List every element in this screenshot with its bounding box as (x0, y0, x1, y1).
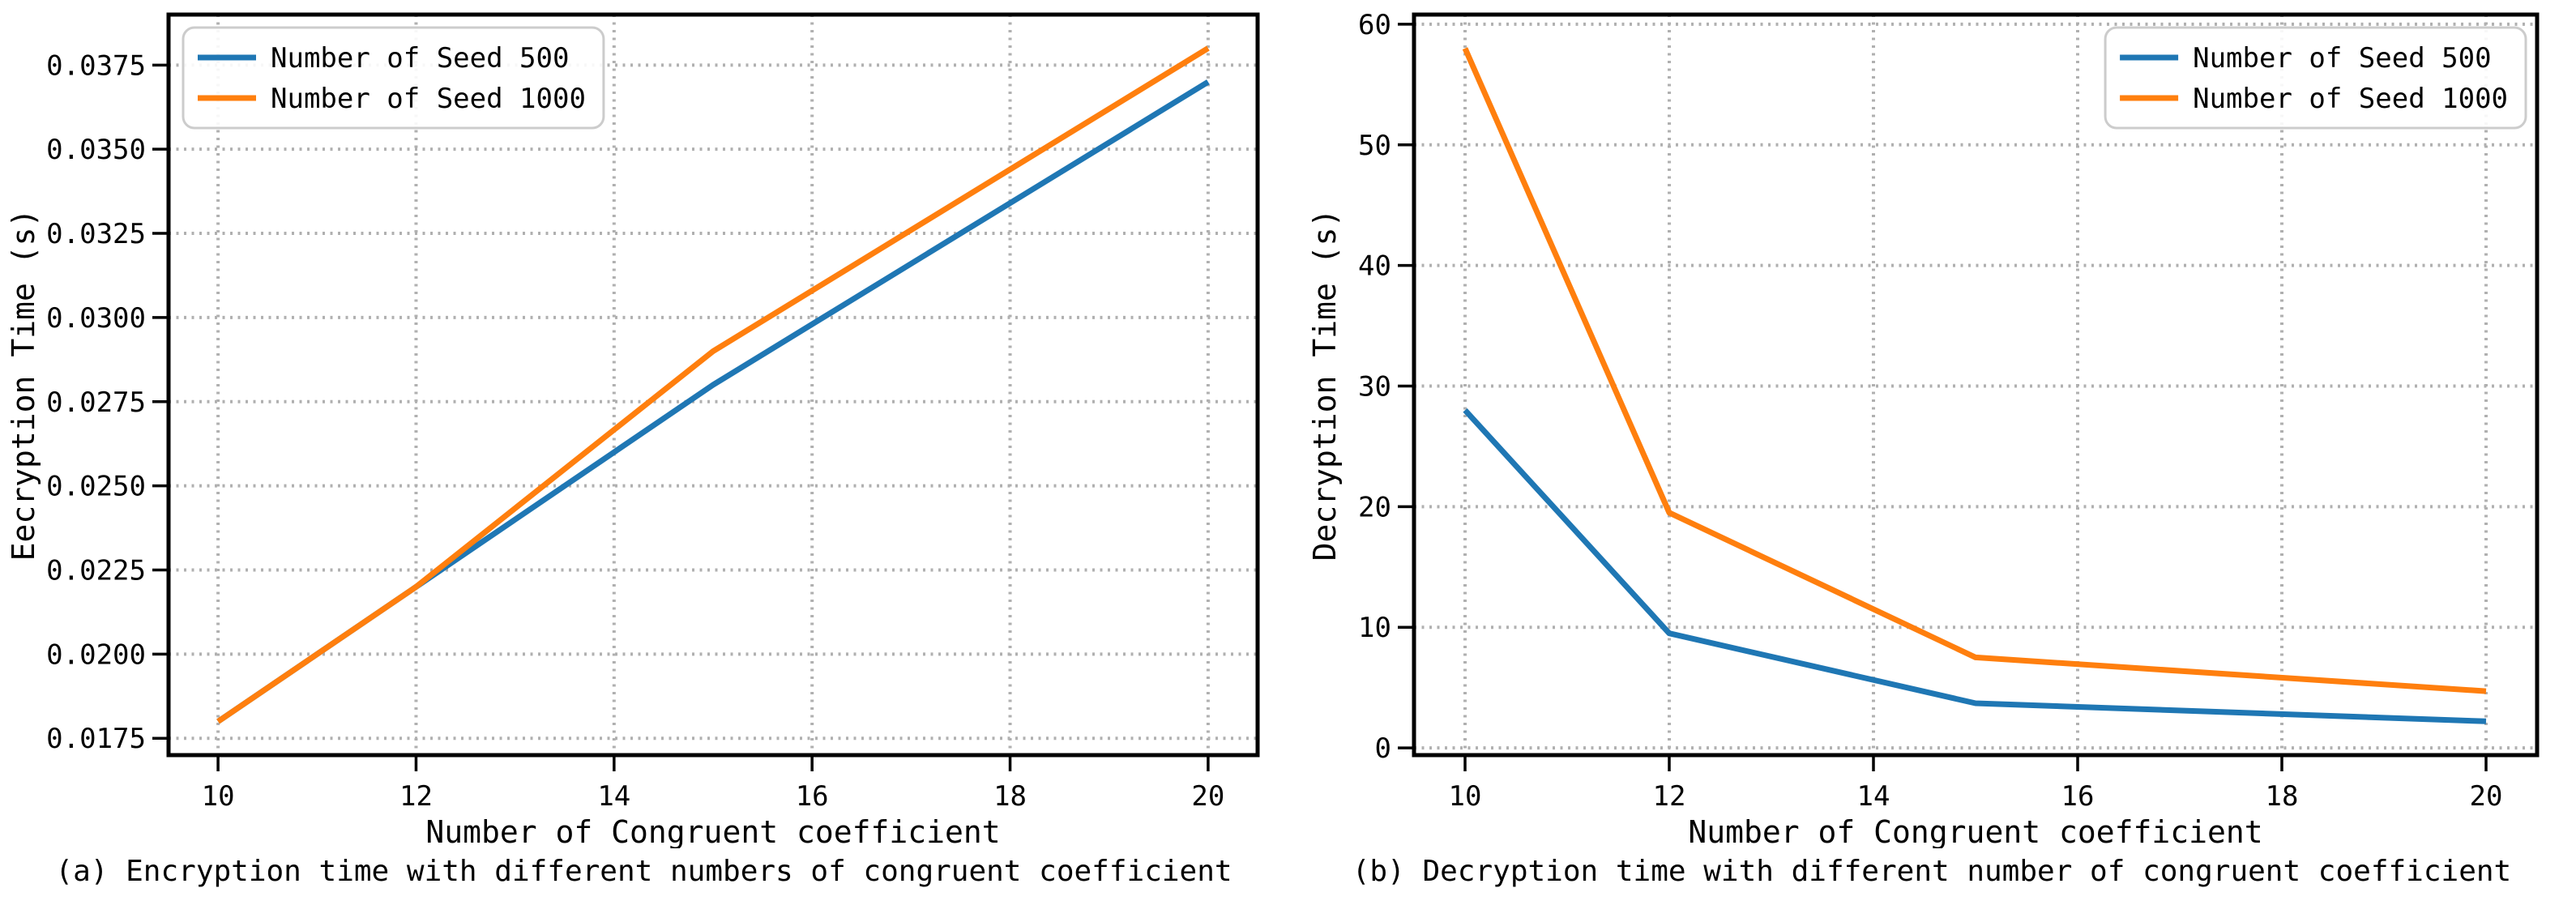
x-tick-label: 20 (1191, 780, 1224, 813)
series-line (1462, 408, 2486, 724)
plot-border (1412, 12, 2539, 758)
y-tick-label: 40 (1358, 250, 1391, 283)
tick-labels: 10 12 14 16 18 20 0 10 20 30 40 50 60 (1358, 9, 2502, 813)
y-tick-label: 0.0350 (46, 134, 146, 166)
legend-label: Number of Seed 500 (271, 42, 569, 75)
y-tick-label: 0.0300 (46, 302, 146, 335)
plot-border (166, 12, 1260, 758)
caption-b: (b) Decryption time with different numbe… (1352, 855, 2512, 888)
series-line (1462, 47, 2486, 694)
series-line (216, 45, 1210, 724)
y-tick-label: 20 (1358, 491, 1391, 523)
y-tick-label: 0.0375 (46, 49, 146, 82)
y-tick-label: 50 (1358, 130, 1391, 162)
x-tick-label: 10 (1448, 780, 1481, 813)
y-tick-label: 0.0200 (46, 638, 146, 671)
tick-marks (152, 63, 1210, 771)
x-tick-label: 14 (1856, 780, 1890, 813)
x-tick-label: 12 (1652, 780, 1685, 813)
encryption-figure: 10 12 14 16 18 20 0.0175 0.0200 0.0225 0.0250 0.02… (6, 12, 1260, 888)
x-tick-label: 12 (399, 780, 433, 813)
tick-labels: 10 12 14 16 18 20 0.0175 0.0200 0.0225 0.0250 0.02… (46, 49, 1224, 813)
gridlines (169, 15, 1258, 755)
y-tick-label: 60 (1358, 9, 1391, 41)
x-tick-label: 14 (597, 780, 630, 813)
y-tick-label: 0.0325 (46, 218, 146, 250)
decryption-chart: 10 12 14 16 18 20 0 10 20 30 40 50 60 Number of Congr… (1307, 9, 2539, 848)
x-tick-label: 16 (2061, 780, 2094, 813)
x-tick-label: 18 (993, 780, 1027, 813)
y-tick-label: 10 (1358, 612, 1391, 644)
y-axis-label: Decryption Time (s) (1307, 209, 1343, 561)
decryption-figure: 10 12 14 16 18 20 0 10 20 30 40 50 60 Number of Congr… (1288, 0, 2576, 905)
y-axis-label: Eecryption Time (s) (6, 209, 41, 561)
caption-a: (a) Encryption time with different numbe… (55, 855, 1232, 888)
legend-label: Number of Seed 1000 (271, 83, 586, 115)
y-tick-label: 0.0250 (46, 471, 146, 503)
series-line (216, 79, 1210, 724)
legend-box (2104, 26, 2527, 130)
x-tick-label: 16 (796, 780, 829, 813)
y-tick-label: 30 (1358, 370, 1391, 403)
y-tick-label: 0.0175 (46, 723, 146, 755)
x-axis-label: Number of Congruent coefficient (1688, 814, 2262, 848)
x-tick-label: 10 (202, 780, 235, 813)
legend: Number of Seed 500 Number of Seed 1000 (182, 26, 605, 130)
legend-label: Number of Seed 500 (2193, 42, 2491, 75)
legend-box (182, 26, 605, 130)
y-tick-label: 0.0275 (46, 386, 146, 419)
legend: Number of Seed 500 Number of Seed 1000 (2104, 26, 2527, 130)
y-tick-label: 0.0225 (46, 555, 146, 587)
x-axis-label: Number of Congruent coefficient (425, 814, 1000, 848)
legend-label: Number of Seed 1000 (2193, 83, 2508, 115)
y-tick-label: 0 (1374, 732, 1391, 765)
tick-marks (1397, 23, 2488, 771)
encryption-chart: 10 12 14 16 18 20 0.0175 0.0200 0.0225 0.0250 0.02… (6, 12, 1260, 848)
x-tick-label: 18 (2265, 780, 2298, 813)
x-tick-label: 20 (2469, 780, 2502, 813)
